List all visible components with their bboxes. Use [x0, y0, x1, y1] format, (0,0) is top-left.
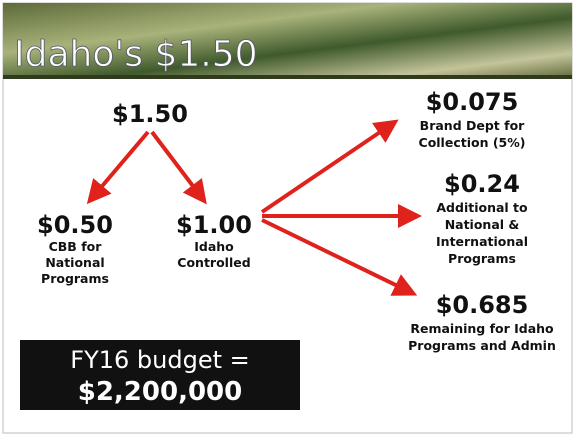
label: National	[45, 255, 104, 270]
label: Programs and Admin	[408, 338, 556, 353]
label: National &	[445, 217, 520, 232]
banner-rule	[3, 75, 572, 79]
label: Remaining for Idaho	[410, 321, 554, 336]
label: Programs	[448, 251, 516, 266]
amount: $0.685	[436, 291, 529, 319]
label: Idaho	[194, 239, 234, 254]
label: Collection (5%)	[419, 135, 526, 150]
label: Programs	[41, 271, 109, 286]
arrow	[260, 119, 399, 214]
arrow	[150, 130, 207, 205]
arrow	[86, 130, 150, 205]
banner	[3, 3, 572, 75]
label: CBB for	[49, 239, 103, 254]
label: Brand Dept for	[420, 118, 525, 133]
amount: $0.24	[444, 170, 520, 198]
budget-amount: $2,200,000	[78, 377, 242, 407]
budget-box	[20, 340, 300, 410]
arrow	[261, 218, 418, 296]
budget-line: FY16 budget =	[70, 346, 249, 374]
label: Additional to	[436, 200, 528, 215]
label: Controlled	[177, 255, 250, 270]
label: International	[436, 234, 528, 249]
title: Idaho's $1.50	[14, 34, 258, 75]
amount: $1.00	[176, 211, 252, 239]
amount: $0.075	[426, 88, 519, 116]
amount: $0.50	[37, 211, 113, 239]
amount: $1.50	[112, 100, 188, 128]
